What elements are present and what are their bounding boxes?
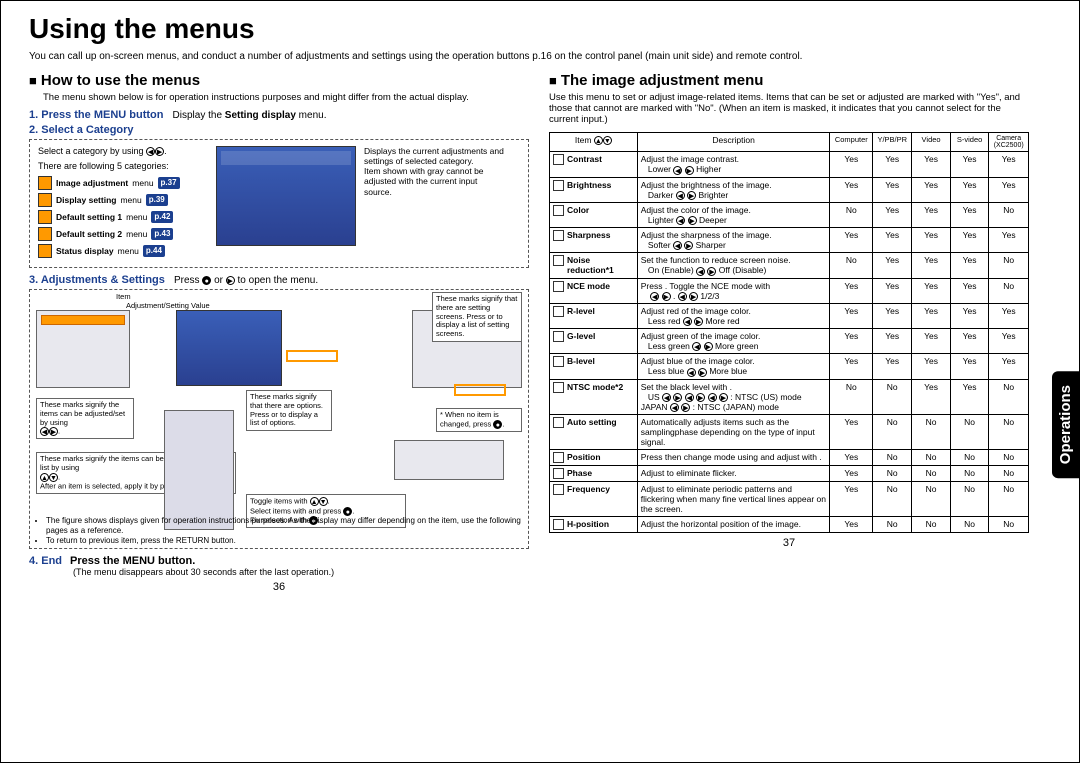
left-column: ■How to use the menus The menu shown bel… [29,72,529,594]
table-row: ColorAdjust the color of the image. Ligh… [550,202,1029,227]
adjustment-table: Item ▲▼DescriptionComputerY/PB/PRVideoS-… [549,132,1029,533]
category-item: Default setting 1 menup.42 [38,210,208,224]
step4: 4. EndPress the MENU button. [29,555,529,567]
category-item: Status display menup.44 [38,244,208,258]
page-ref-badge: p.37 [158,177,180,189]
step4-note: (The menu disappears about 30 seconds af… [73,567,529,577]
table-row: FrequencyAdjust to eliminate periodic pa… [550,482,1029,517]
right-column: ■The image adjustment menu Use this menu… [549,72,1029,594]
table-row: PhaseAdjust to eliminate flicker.YesNoNo… [550,466,1029,482]
table-header: Camera(XC2500) [989,132,1029,152]
item-icon [553,484,564,495]
step2-heading: 2. Select a Category [29,124,529,136]
table-row: NCE modePress . Toggle the NCE mode with… [550,278,1029,303]
step3-heading: 3. Adjustments & Settings Press ● or ▶ t… [29,274,529,286]
category-box: Select a category by using ◀▶. There are… [29,139,529,269]
item-icon [553,230,564,241]
page-ref-badge: p.44 [143,245,165,257]
item-icon [553,180,564,191]
table-row: Auto settingAutomatically adjusts items … [550,415,1029,450]
osd-menu-preview [216,146,356,246]
category-item: Image adjustment menup.37 [38,176,208,190]
table-row: R-levelAdjust red of the image color. Le… [550,303,1029,328]
item-icon [553,281,564,292]
item-icon [553,331,564,342]
page-ref-badge: p.42 [151,211,173,223]
category-icon [38,176,52,190]
category-info: Displays the current adjustments and set… [364,146,504,262]
table-row: PositionPress then change mode using and… [550,450,1029,466]
item-icon [553,452,564,463]
category-icon [38,244,52,258]
table-header: Y/PB/PR [873,132,912,152]
item-icon [553,356,564,367]
table-header: Item ▲▼ [550,132,638,152]
table-row: G-levelAdjust green of the image color. … [550,329,1029,354]
table-header: Computer [830,132,873,152]
category-item: Display setting menup.39 [38,193,208,207]
page-ref-badge: p.43 [151,228,173,240]
table-row: H-positionAdjust the horizontal position… [550,517,1029,533]
item-icon [553,468,564,479]
category-icon [38,227,52,241]
table-row: B-levelAdjust blue of the image color. L… [550,354,1029,379]
page-number-right: 37 [549,537,1029,549]
item-icon [553,154,564,165]
category-icon [38,210,52,224]
category-list: Select a category by using ◀▶. There are… [38,146,208,262]
table-row: ContrastAdjust the image contrast. Lower… [550,152,1029,177]
item-icon [553,382,564,393]
item-icon [553,255,564,266]
page-intro: You can call up on-screen menus, and con… [29,51,1059,64]
manual-page-spread: Using the menus You can call up on-scree… [0,0,1080,763]
step1-heading: 1. Press the MENU button Display the Set… [29,109,529,121]
adjustments-diagram: Item Adjustment/Setting Value These mark… [29,289,529,549]
item-icon [553,205,564,216]
table-row: Noise reduction*1Set the function to red… [550,253,1029,278]
category-item: Default setting 2 menup.43 [38,227,208,241]
left-subintro: The menu shown below is for operation in… [43,92,529,103]
table-row: NTSC mode*2Set the black level with . US… [550,379,1029,415]
section-image-adjustment: ■The image adjustment menu [549,72,1029,89]
page-title: Using the menus [29,13,1059,45]
page-number-left: 36 [29,581,529,593]
table-header: Video [912,132,951,152]
category-icon [38,193,52,207]
section-how-to-use: ■How to use the menus [29,72,529,89]
side-tab-operations: Operations [1052,371,1079,478]
table-row: BrightnessAdjust the brightness of the i… [550,177,1029,202]
table-header: Description [637,132,830,152]
table-row: SharpnessAdjust the sharpness of the ima… [550,228,1029,253]
right-subintro: Use this menu to set or adjust image-rel… [549,92,1029,126]
item-icon [553,306,564,317]
item-icon [553,417,564,428]
table-header: S-video [950,132,989,152]
page-ref-badge: p.39 [146,194,168,206]
item-icon [553,519,564,530]
